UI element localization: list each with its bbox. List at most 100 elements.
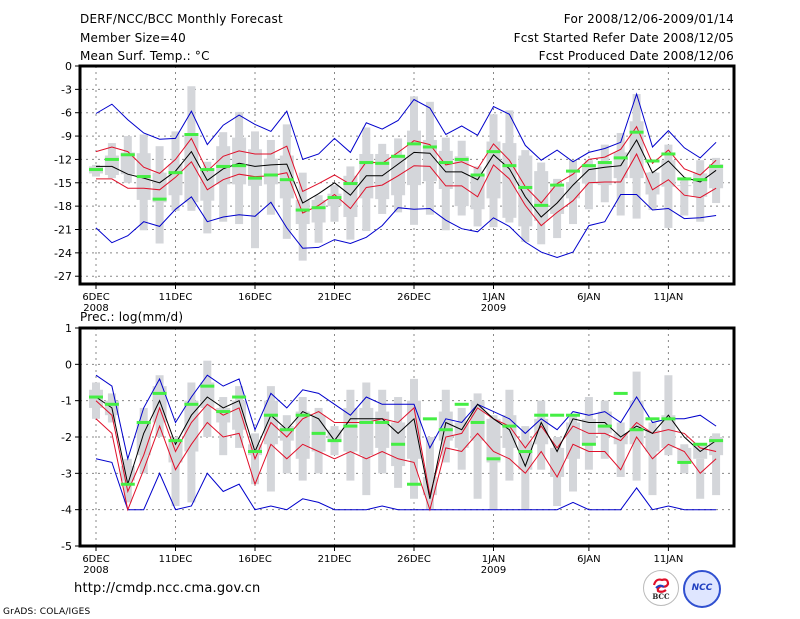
precip-box-body — [534, 418, 549, 445]
precip-xtick-label: 6JAN — [577, 554, 600, 565]
temp-observed-mark — [184, 133, 199, 137]
precip-observed-mark — [422, 417, 437, 421]
precip-observed-mark — [677, 460, 692, 464]
temp-observed-mark — [709, 164, 724, 168]
precip-xtick-year-label: 2009 — [481, 565, 506, 576]
precip-observed-mark — [454, 402, 469, 406]
temp-observed-mark — [136, 175, 151, 179]
precip-observed-mark — [486, 457, 501, 461]
temp-box-body — [518, 155, 533, 227]
precip-upper-line — [95, 400, 717, 496]
precip-ytick-label: 1 — [65, 322, 72, 335]
precip-observed-mark — [136, 420, 151, 424]
temp-ytick-label: -27 — [54, 270, 72, 283]
precip-ytick-label: -5 — [61, 540, 72, 553]
temp-box-body — [279, 155, 294, 199]
temp-box-body — [597, 164, 612, 186]
precip-box-whisker — [219, 397, 228, 456]
temp-observed-mark — [295, 208, 310, 212]
temp-observed-mark — [534, 203, 549, 207]
grads-credit: GrADS: COLA/IGES — [3, 607, 91, 617]
temp-panel-title: Mean Surf. Temp.: °C — [80, 49, 210, 63]
temp-lower-line — [96, 152, 717, 227]
precip-xtick-label: 11JAN — [653, 554, 683, 565]
member-size: Member Size=40 — [80, 31, 186, 45]
temp-ytick-label: -18 — [54, 200, 72, 213]
temp-box-body — [168, 164, 183, 196]
precip-box-whisker — [282, 415, 291, 474]
temp-box-body — [184, 136, 199, 203]
temp-box-body — [581, 167, 596, 184]
temp-min-line — [95, 194, 717, 259]
precip-observed-mark — [232, 395, 247, 399]
temp-observed-mark — [343, 182, 358, 186]
precip-observed-mark — [613, 391, 628, 395]
source-url[interactable]: http://cmdp.ncc.cma.gov.cn — [74, 581, 261, 596]
precip-box-body — [502, 415, 517, 448]
precip-box-whisker — [696, 458, 705, 499]
precip-xtick-label: 11DEC — [159, 554, 193, 565]
precip-observed-mark — [327, 439, 342, 443]
temp-max-line — [95, 92, 717, 163]
temp-observed-mark — [581, 164, 596, 168]
precip-observed-mark — [216, 410, 231, 414]
precip-box-body — [248, 444, 262, 456]
precip-box-whisker — [425, 437, 434, 510]
temp-ytick-label: -6 — [61, 107, 72, 120]
precip-observed-mark — [470, 420, 485, 424]
temp-observed-mark — [677, 177, 692, 181]
temp-xtick-label: 6JAN — [577, 292, 600, 303]
temp-box-body — [661, 160, 676, 187]
precip-box-body — [645, 429, 660, 452]
precip-observed-mark — [295, 413, 310, 417]
precip-observed-mark — [200, 384, 215, 388]
precip-observed-mark — [375, 420, 390, 424]
precip-max-line — [95, 374, 717, 461]
precip-observed-mark — [248, 450, 262, 454]
fcst-started-date: Fcst Started Refer Date 2008/12/05 — [513, 31, 734, 45]
precip-ytick-label: -2 — [61, 431, 72, 444]
temp-box-whisker — [584, 160, 593, 210]
temp-box-body — [375, 153, 390, 200]
temp-box-body — [200, 169, 215, 201]
temp-mean-line — [96, 138, 717, 218]
temp-observed-mark — [566, 169, 580, 173]
temp-box-whisker — [680, 178, 689, 216]
temp-ytick-label: -21 — [54, 224, 72, 237]
temp-observed-mark — [518, 185, 533, 189]
temp-observed-mark — [216, 164, 231, 168]
temp-observed-mark — [168, 171, 183, 175]
precip-box-body — [486, 418, 501, 463]
precip-observed-mark — [550, 413, 565, 417]
precip-observed-mark — [359, 420, 374, 424]
precip-xtick-label: 26DEC — [397, 554, 431, 565]
precip-observed-mark — [263, 413, 278, 417]
temp-observed-mark — [550, 183, 565, 187]
ncc-logo: NCC — [683, 570, 721, 608]
temp-observed-mark — [645, 159, 660, 163]
temp-box-body — [486, 141, 501, 199]
temp-ytick-label: 0 — [65, 60, 72, 73]
temp-box-body — [391, 154, 406, 196]
bcc-logo-icon — [652, 578, 670, 593]
precip-box-body — [152, 386, 167, 423]
temp-box-body — [502, 143, 517, 218]
precip-panel-title: Prec.: log(mm/d) — [80, 310, 184, 324]
precip-box-whisker — [171, 437, 180, 507]
temp-observed-mark — [438, 161, 453, 165]
temp-xtick-label: 16DEC — [238, 292, 272, 303]
temp-upper-line — [95, 125, 717, 204]
precip-observed-mark — [534, 413, 549, 417]
precip-observed-mark — [168, 439, 183, 443]
precip-ytick-label: 0 — [65, 358, 72, 371]
precip-observed-mark — [438, 428, 453, 432]
temp-observed-mark — [104, 157, 119, 161]
precip-observed-mark — [566, 413, 580, 417]
temp-observed-mark — [327, 196, 342, 200]
temp-observed-mark — [502, 164, 517, 168]
temp-box-body — [454, 156, 469, 207]
temp-box-body — [566, 182, 580, 199]
temp-observed-mark — [470, 173, 485, 177]
temp-observed-mark — [200, 168, 215, 172]
